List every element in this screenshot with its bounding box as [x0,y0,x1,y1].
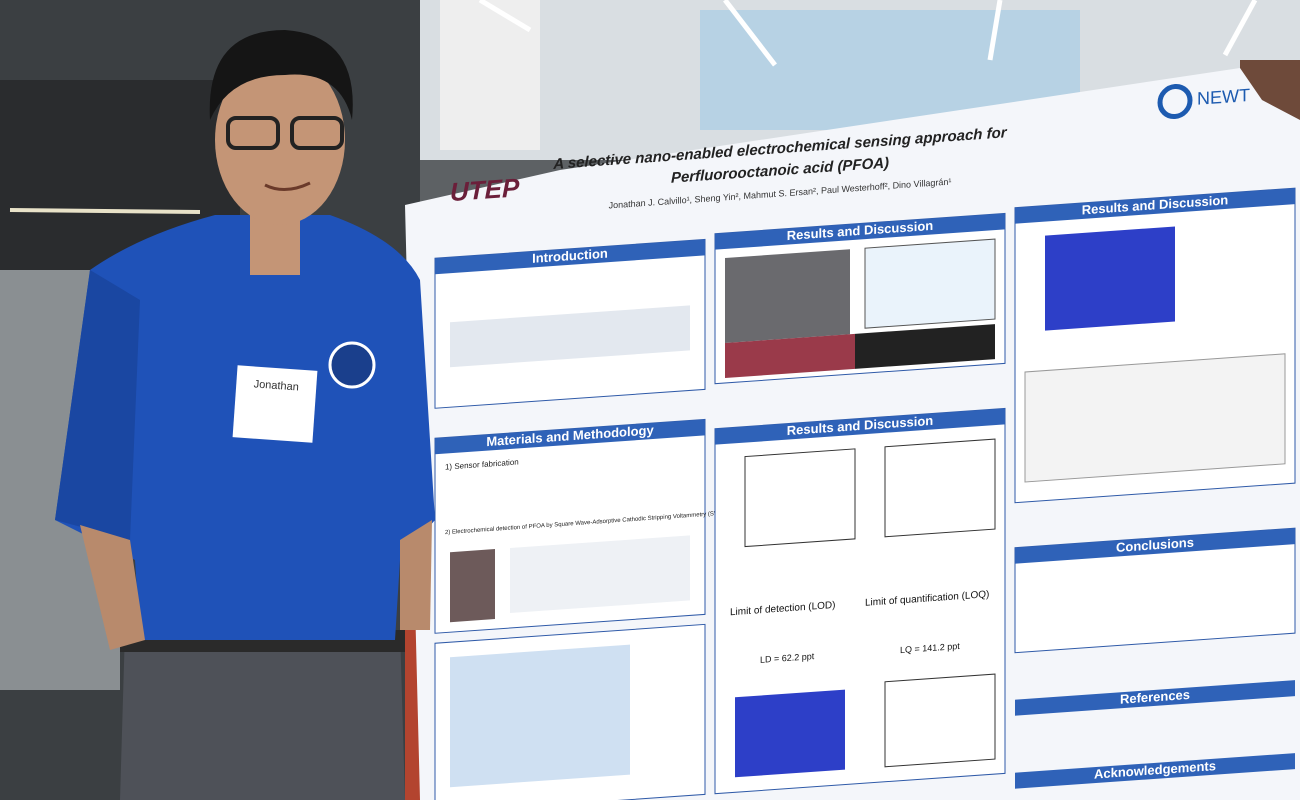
pants [120,630,405,800]
section-title: Introduction [532,246,608,266]
figure [510,535,690,614]
plot-figure [884,438,996,538]
figure [450,305,690,368]
hair [209,30,353,120]
arm [400,520,432,630]
panel-header [435,239,705,275]
limit-value: LD = 62.2 ppt [760,651,815,665]
panel-header [715,408,1005,445]
name-tag [232,365,318,443]
ceiling-light [723,0,777,67]
ceiling-light [1222,0,1258,57]
plot-figure [744,448,856,548]
panel-header [1015,680,1295,716]
limit-value: LQ = 141.2 ppt [900,641,960,655]
ceiling-light [478,0,532,33]
shirt-logo [328,341,376,389]
panel-header [1015,528,1295,564]
logo-newt-icon [1157,83,1193,120]
plot-figure [884,673,996,768]
neck [250,215,300,275]
bar-figure [1045,226,1175,331]
sleeve [55,270,140,540]
name-tag-text: Jonathan [253,378,299,393]
poster-content: UTEP NEWT A selective nano-enabled elect… [434,83,1296,800]
section-title: Conclusions [1116,535,1194,555]
window-frame [440,0,540,150]
diagram-figure [450,644,630,788]
map-image [725,333,855,378]
logo-newt: NEWT [1197,85,1250,109]
panel-header [435,419,705,455]
ceiling-light [9,208,201,214]
bar-figure [735,689,845,778]
map-image [855,324,995,369]
smile [264,181,311,191]
spectrum-figure [864,238,996,329]
table-figure [1024,353,1286,483]
panel-header [1015,753,1295,789]
section-title: References [1120,687,1190,707]
ceiling-light [987,0,1003,61]
glasses [290,116,344,150]
sem-image [725,249,850,343]
photo-figure [450,549,495,623]
panel-header [1015,188,1295,224]
panel-header [715,213,1005,250]
logo-utep: UTEP [450,172,520,207]
arm [80,525,145,650]
glasses [226,116,280,150]
